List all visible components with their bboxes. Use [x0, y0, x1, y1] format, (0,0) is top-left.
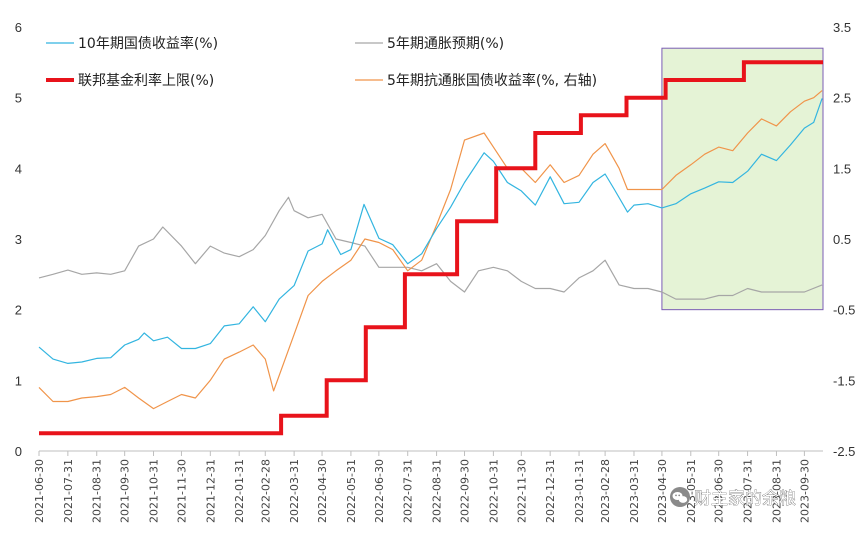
series-layer [38, 60, 823, 436]
x-tick-label: 2022-12-31 [544, 459, 557, 523]
x-tick-label: 2023-02-28 [599, 459, 612, 523]
y-right-tick-label: 0.5 [833, 232, 851, 247]
x-tick-label: 2023-06-30 [713, 459, 726, 523]
legend-label: 10年期国债收益率(%) [78, 35, 218, 52]
x-tick-label: 2021-09-30 [119, 459, 132, 523]
x-tick-label: 2022-10-31 [487, 459, 500, 523]
x-tick-label: 2022-11-30 [515, 459, 528, 523]
x-tick-label: 2022-07-31 [402, 459, 415, 523]
y-right-tick-label: -2.5 [833, 444, 855, 459]
series-5y-inflation-expectation [38, 196, 823, 300]
x-tick-label: 2022-02-28 [259, 459, 272, 523]
x-tick-label: 2021-12-31 [204, 459, 217, 523]
x-tick-label: 2022-06-30 [373, 459, 386, 523]
y-right-tick-label: 3.5 [833, 20, 851, 35]
x-tick-label: 2022-08-31 [431, 459, 444, 523]
legend-label: 联邦基金利率上限(%) [78, 72, 214, 89]
highlight-rect [661, 47, 824, 311]
x-tick-label: 2023-08-31 [770, 459, 783, 523]
y-right-tick-label: 1.5 [833, 161, 851, 176]
legend-label: 5年期抗通胀国债收益率(%, 右轴) [387, 72, 597, 89]
x-tick-label: 2023-03-31 [628, 459, 641, 523]
y-left-tick-label: 5 [15, 91, 22, 106]
x-tick-label: 2023-04-30 [656, 459, 669, 523]
watermark-text: 财主家的余粮 [694, 489, 796, 509]
series-10y-treasury [38, 98, 823, 364]
y-left-tick-label: 0 [15, 444, 22, 459]
legend-label: 5年期通胀预期(%) [387, 36, 504, 52]
x-tick-label: 2023-09-30 [798, 459, 811, 523]
y-right-tick-label: -0.5 [833, 303, 855, 318]
x-tick-label: 2021-07-31 [62, 459, 75, 523]
y-left-tick-label: 3 [15, 232, 22, 247]
y-left-tick-label: 1 [15, 373, 22, 388]
x-tick-label: 2021-11-30 [175, 459, 188, 523]
x-tick-label: 2022-09-30 [459, 459, 472, 523]
y-left-tick-label: 4 [15, 161, 22, 176]
x-tick-label: 2022-01-31 [233, 459, 246, 523]
axes: 0 1 2 3 4 5 6 -2.5 -1.5 -0.5 0.5 1.5 2.5 3.5 2021-06-3… [15, 20, 856, 523]
x-tick-label: 2021-08-31 [91, 459, 104, 523]
x-tick-label: 2021-06-30 [33, 459, 46, 523]
x-tick-label: 2022-04-30 [316, 459, 329, 523]
x-tick-label: 2021-10-31 [148, 459, 161, 523]
x-tick-label: 2023-01-31 [573, 459, 586, 523]
y-left-tick-label: 2 [15, 303, 22, 318]
x-tick-label: 2022-05-31 [345, 459, 358, 523]
x-tick-label: 2023-07-31 [742, 459, 755, 523]
x-tick-label: 2022-03-31 [288, 459, 301, 523]
y-right-tick-label: 2.5 [833, 91, 851, 106]
series-fed-funds-upper [39, 60, 823, 436]
y-right-tick-label: -1.5 [833, 373, 855, 388]
watermark: 财主家的余粮 [670, 487, 796, 509]
wechat-icon [670, 487, 690, 507]
x-tick-label: 2023-05-31 [685, 459, 698, 523]
legend: 10年期国债收益率(%) 5年期通胀预期(%) 联邦基金利率上限(%) 5年期抗通胀国… [46, 35, 597, 89]
series-5y-tips [38, 90, 823, 410]
y-left-tick-label: 6 [15, 20, 22, 35]
highlight-region [661, 47, 824, 311]
